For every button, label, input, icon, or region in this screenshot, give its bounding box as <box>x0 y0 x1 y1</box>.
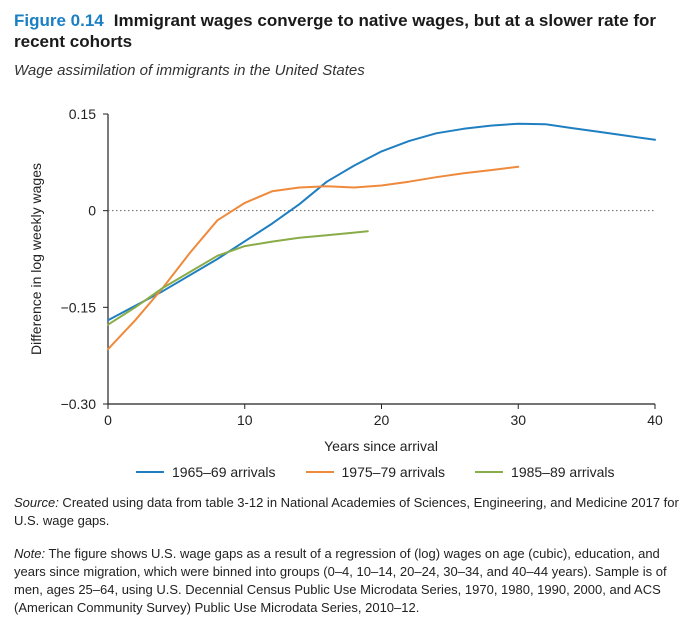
figure-title-text: Immigrant wages converge to native wages… <box>14 11 657 51</box>
source-text: Created using data from table 3-12 in Na… <box>14 495 679 528</box>
figure-number: Figure 0.14 <box>14 11 104 30</box>
chart-legend: 1965–69 arrivals 1975–79 arrivals 1985–8… <box>136 464 676 480</box>
source-note: Source: Created using data from table 3-… <box>14 494 690 530</box>
y-tick-label: −0.30 <box>61 396 97 412</box>
series-line-1 <box>107 122 656 322</box>
y-tick-label: −0.15 <box>61 299 97 315</box>
series-line-2 <box>107 165 520 351</box>
note-label: Note: <box>14 546 46 561</box>
note-text: The figure shows U.S. wage gaps as a res… <box>14 546 667 615</box>
legend-item: 1965–69 arrivals <box>136 464 276 480</box>
figure-note: Note: The figure shows U.S. wage gaps as… <box>14 545 690 617</box>
chart-ticks: 0 10 20 30 40 0.15 0 −0.15 −0.30 <box>61 106 663 428</box>
legend-swatch <box>136 471 164 473</box>
legend-swatch <box>305 471 334 473</box>
legend-label: 1985–89 arrivals <box>511 464 615 480</box>
legend-swatch <box>475 471 504 473</box>
legend-item: 1985–89 arrivals <box>475 464 615 480</box>
figure-title: Figure 0.14 Immigrant wages converge to n… <box>14 10 690 52</box>
y-tick-label: 0.15 <box>69 106 96 122</box>
legend-label: 1965–69 arrivals <box>172 464 276 480</box>
series-line-3 <box>107 230 369 326</box>
chart-lines <box>107 122 656 351</box>
chart-axes <box>107 114 655 405</box>
line-chart: 0 10 20 30 40 0.15 0 −0.15 −0.30 Years since arr… <box>28 106 663 454</box>
x-tick-label: 30 <box>510 412 526 428</box>
x-tick-label: 40 <box>647 412 663 428</box>
x-tick-label: 20 <box>374 412 390 428</box>
x-tick-label: 0 <box>104 412 112 428</box>
y-axis-label: Difference in log weekly wages <box>28 163 44 355</box>
source-label: Source: <box>14 495 59 510</box>
legend-item: 1975–79 arrivals <box>305 464 446 480</box>
x-axis-label: Years since arrival <box>324 438 438 454</box>
legend-label: 1975–79 arrivals <box>341 464 446 480</box>
x-tick-label: 10 <box>237 412 253 428</box>
figure-subtitle: Wage assimilation of immigrants in the U… <box>14 62 365 79</box>
y-tick-label: 0 <box>88 203 96 219</box>
